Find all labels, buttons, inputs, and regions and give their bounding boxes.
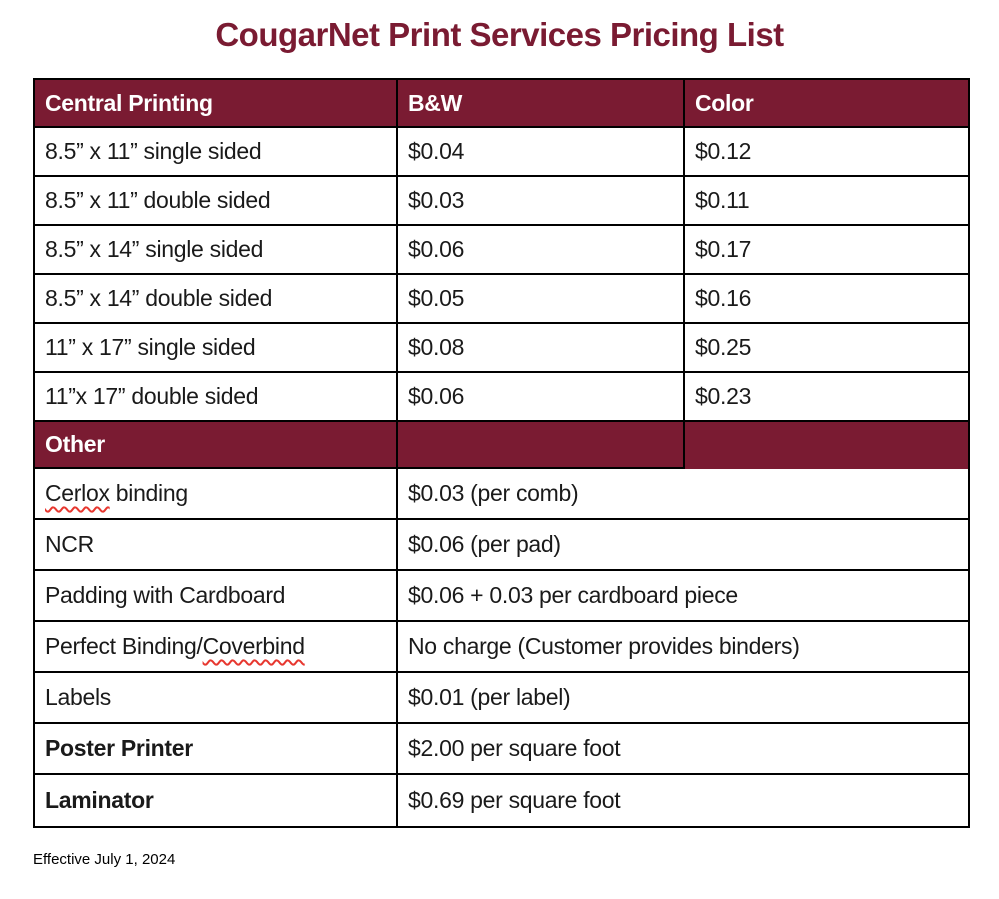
service-label-cell: 8.5” x 14” double sided bbox=[35, 275, 398, 322]
central-printing-row: 11” x 17” single sided $0.08 $0.25 bbox=[35, 324, 968, 373]
price-value: $0.06 (per pad) bbox=[408, 531, 561, 557]
effective-date-note: Effective July 1, 2024 bbox=[33, 851, 176, 868]
bw-price-cell: $0.03 bbox=[398, 177, 685, 224]
service-label-cell: 8.5” x 11” double sided bbox=[35, 177, 398, 224]
service-label-cell: 11”x 17” double sided bbox=[35, 373, 398, 420]
misspelled-word: Coverbind bbox=[202, 633, 305, 659]
color-price: $0.16 bbox=[695, 285, 752, 311]
service-label-cell: Poster Printer bbox=[35, 724, 398, 773]
bw-price: $0.03 bbox=[408, 187, 465, 213]
service-label: Poster Printer bbox=[45, 735, 193, 761]
service-label-cell: 8.5” x 11” single sided bbox=[35, 128, 398, 175]
service-label-cell: NCR bbox=[35, 520, 398, 569]
bw-price-cell: $0.06 bbox=[398, 226, 685, 273]
price-value-cell: $2.00 per square foot bbox=[398, 724, 968, 773]
misspelled-word: Cerlox bbox=[45, 480, 110, 506]
price-value-cell: $0.03 (per comb) bbox=[398, 469, 968, 518]
other-section: Cerlox binding $0.03 (per comb) NCR $0.0… bbox=[35, 469, 968, 826]
price-value-cell: No charge (Customer provides binders) bbox=[398, 622, 968, 671]
header-cell-bw: B&W bbox=[398, 80, 685, 126]
service-label: 8.5” x 11” single sided bbox=[45, 138, 262, 164]
service-label: 8.5” x 11” double sided bbox=[45, 187, 271, 213]
color-price-cell: $0.11 bbox=[685, 177, 968, 224]
service-label: Laminator bbox=[45, 787, 154, 813]
service-label: NCR bbox=[45, 531, 94, 557]
service-label: Perfect Binding/Coverbind bbox=[45, 633, 305, 659]
bw-price: $0.08 bbox=[408, 334, 465, 360]
bw-price: $0.06 bbox=[408, 236, 465, 262]
bw-price: $0.04 bbox=[408, 138, 465, 164]
other-service-row: Cerlox binding $0.03 (per comb) bbox=[35, 469, 968, 520]
price-value-cell: $0.69 per square foot bbox=[398, 775, 968, 826]
central-printing-row: 8.5” x 11” double sided $0.03 $0.11 bbox=[35, 177, 968, 226]
color-price-cell: $0.23 bbox=[685, 373, 968, 420]
central-printing-section: 8.5” x 11” single sided $0.04 $0.12 8.5”… bbox=[35, 128, 968, 422]
central-printing-row: 8.5” x 11” single sided $0.04 $0.12 bbox=[35, 128, 968, 177]
bw-price-cell: $0.04 bbox=[398, 128, 685, 175]
pricing-table: Central Printing B&W Color 8.5” x 11” si… bbox=[33, 78, 970, 828]
central-printing-row: 8.5” x 14” double sided $0.05 $0.16 bbox=[35, 275, 968, 324]
other-section-label-cell: Other bbox=[35, 422, 398, 469]
color-price: $0.11 bbox=[695, 187, 750, 213]
bw-price-cell: $0.06 bbox=[398, 373, 685, 420]
price-value-cell: $0.06 + 0.03 per cardboard piece bbox=[398, 571, 968, 620]
service-label: Cerlox binding bbox=[45, 480, 188, 506]
service-label-cell: 11” x 17” single sided bbox=[35, 324, 398, 371]
other-service-row: Padding with Cardboard $0.06 + 0.03 per … bbox=[35, 571, 968, 622]
price-value-cell: $0.01 (per label) bbox=[398, 673, 968, 722]
other-service-row: Perfect Binding/Coverbind No charge (Cus… bbox=[35, 622, 968, 673]
service-label-cell: Padding with Cardboard bbox=[35, 571, 398, 620]
price-value: No charge (Customer provides binders) bbox=[408, 633, 800, 659]
service-label: Labels bbox=[45, 684, 111, 710]
color-price: $0.12 bbox=[695, 138, 752, 164]
bw-price: $0.06 bbox=[408, 383, 465, 409]
service-label-cell: Perfect Binding/Coverbind bbox=[35, 622, 398, 671]
header-cell-central-printing: Central Printing bbox=[35, 80, 398, 126]
other-service-row: Poster Printer $2.00 per square foot bbox=[35, 724, 968, 775]
central-printing-row: 8.5” x 14” single sided $0.06 $0.17 bbox=[35, 226, 968, 275]
service-label: 8.5” x 14” single sided bbox=[45, 236, 264, 262]
other-service-row: Laminator $0.69 per square foot bbox=[35, 775, 968, 826]
price-value: $0.69 per square foot bbox=[408, 787, 621, 813]
table-header-row: Central Printing B&W Color bbox=[35, 80, 968, 128]
service-label: Padding with Cardboard bbox=[45, 582, 286, 608]
color-price: $0.23 bbox=[695, 383, 752, 409]
central-printing-row: 11”x 17” double sided $0.06 $0.23 bbox=[35, 373, 968, 422]
color-price-cell: $0.25 bbox=[685, 324, 968, 371]
price-value: $2.00 per square foot bbox=[408, 735, 621, 761]
bw-price-cell: $0.05 bbox=[398, 275, 685, 322]
other-service-row: NCR $0.06 (per pad) bbox=[35, 520, 968, 571]
price-value: $0.03 (per comb) bbox=[408, 480, 579, 506]
other-service-row: Labels $0.01 (per label) bbox=[35, 673, 968, 724]
service-label: 11” x 17” single sided bbox=[45, 334, 256, 360]
other-section-empty-color-cell bbox=[685, 422, 968, 469]
other-section-empty-bw-cell bbox=[398, 422, 685, 469]
color-price: $0.17 bbox=[695, 236, 752, 262]
other-section-header-row: Other bbox=[35, 422, 968, 469]
color-price-cell: $0.16 bbox=[685, 275, 968, 322]
service-label-cell: Cerlox binding bbox=[35, 469, 398, 518]
service-label-cell: 8.5” x 14” single sided bbox=[35, 226, 398, 273]
page-title: CougarNet Print Services Pricing List bbox=[215, 16, 784, 53]
color-price: $0.25 bbox=[695, 334, 752, 360]
color-price-cell: $0.17 bbox=[685, 226, 968, 273]
service-label: 8.5” x 14” double sided bbox=[45, 285, 273, 311]
service-label-cell: Laminator bbox=[35, 775, 398, 826]
bw-price-cell: $0.08 bbox=[398, 324, 685, 371]
price-value-cell: $0.06 (per pad) bbox=[398, 520, 968, 569]
price-value: $0.06 + 0.03 per cardboard piece bbox=[408, 582, 738, 608]
price-value: $0.01 (per label) bbox=[408, 684, 571, 710]
header-cell-color: Color bbox=[685, 80, 968, 126]
service-label: 11”x 17” double sided bbox=[45, 383, 259, 409]
service-label-cell: Labels bbox=[35, 673, 398, 722]
bw-price: $0.05 bbox=[408, 285, 465, 311]
color-price-cell: $0.12 bbox=[685, 128, 968, 175]
